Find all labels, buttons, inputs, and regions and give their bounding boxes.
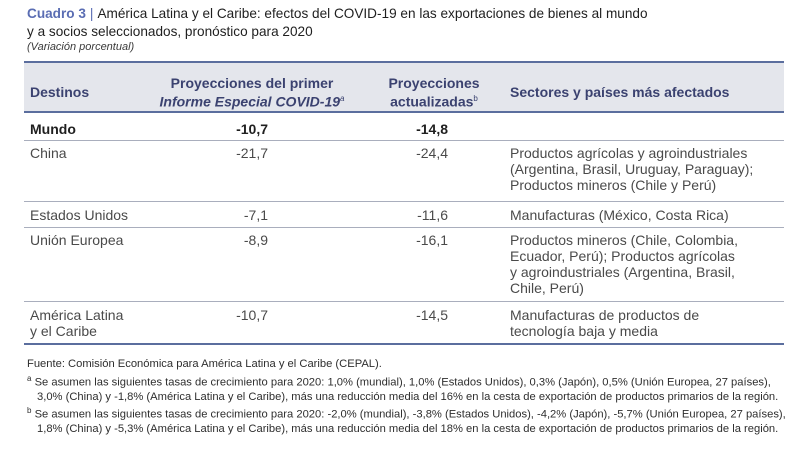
row-alc-sectores: Manufacturas de productos de tecnología … xyxy=(510,307,699,339)
header-proj1-line1: Proyecciones del primer xyxy=(170,75,334,91)
sector-line: tecnología baja y media xyxy=(510,323,658,339)
row-eeuu-destino: Estados Unidos xyxy=(30,207,129,223)
row-eeuu-proj2: -11,6 xyxy=(417,207,448,223)
table-header-rule xyxy=(24,111,784,113)
sector-line: Productos mineros (Chile y Perú) xyxy=(510,177,717,193)
footnote-a-line2: 3,0% (China) y -1,8% (América Latina y e… xyxy=(37,390,779,403)
sector-line: Productos mineros (Chile, Colombia, xyxy=(510,232,738,248)
header-proj2-line2: actualizadasb xyxy=(390,93,478,110)
table-top-rule xyxy=(24,61,784,63)
table-header: Destinos Proyecciones del primer Informe… xyxy=(24,63,784,111)
row-ue-proj1: -8,9 xyxy=(243,232,268,248)
header-proj2-footnote: b xyxy=(473,94,478,103)
footnote-a-mark: a xyxy=(27,374,32,383)
sector-line: y agroindustriales (Argentina, Brasil, xyxy=(510,264,735,280)
row-mundo-proj2: -14,8 xyxy=(416,121,448,137)
row-alc-destino: América Latina y el Caribe xyxy=(30,307,123,339)
sector-line: Chile, Perú) xyxy=(510,280,584,296)
destino-line: América Latina xyxy=(30,307,124,323)
title-line-1: Cuadro 3 | América Latina y el Caribe: efe… xyxy=(27,5,787,23)
header-proj1-line2: Informe Especial COVID-19a xyxy=(159,93,345,110)
footnote-b: b Se asumen las siguientes tasas de crec… xyxy=(27,404,786,436)
table-subtitle: (Variación porcentual) xyxy=(27,41,135,53)
row-mundo-proj1: -10,7 xyxy=(236,121,268,137)
header-proj2-line1: Proyecciones xyxy=(388,75,480,91)
row-divider xyxy=(24,140,784,141)
header-proj1-footnote: a xyxy=(340,94,345,103)
footnote-a: a Se asumen las siguientes tasas de crec… xyxy=(27,372,778,404)
table-number: Cuadro 3 xyxy=(27,6,86,21)
row-ue-proj2: -16,1 xyxy=(416,232,448,248)
row-mundo-destino: Mundo xyxy=(30,121,76,137)
source-note: Fuente: Comisión Económica para América … xyxy=(27,358,382,370)
sector-line: Manufacturas de productos de xyxy=(510,307,700,323)
row-alc-proj2: -14,5 xyxy=(416,307,448,323)
sector-line: Ecuador, Perú); Productos agrícolas xyxy=(510,248,735,264)
sector-line: (Argentina, Brasil, Uruguay, Paraguay); xyxy=(510,161,754,177)
row-alc-proj1: -10,7 xyxy=(236,307,268,323)
destino-line: y el Caribe xyxy=(30,323,97,339)
row-divider xyxy=(24,201,784,202)
row-china-destino: China xyxy=(30,145,67,161)
row-china-proj2: -24,4 xyxy=(416,145,448,161)
row-ue-sectores: Productos mineros (Chile, Colombia, Ecua… xyxy=(510,232,738,296)
header-sectores: Sectores y países más afectados xyxy=(510,84,730,100)
header-proyecciones-primer: Proyecciones del primer Informe Especial… xyxy=(152,75,352,110)
header-proyecciones-actualizadas: Proyecciones actualizadasb xyxy=(369,75,499,110)
footnote-a-line1: Se asumen las siguientes tasas de crecim… xyxy=(34,376,771,389)
table-bottom-rule xyxy=(24,343,784,345)
row-china-sectores: Productos agrícolas y agroindustriales (… xyxy=(510,145,753,193)
row-eeuu-proj1: -7,1 xyxy=(243,207,268,223)
header-destinos: Destinos xyxy=(30,84,90,100)
sector-line: Productos agrícolas y agroindustriales xyxy=(510,145,748,161)
row-china-proj1: -21,7 xyxy=(236,145,268,161)
row-ue-destino: Unión Europea xyxy=(30,232,124,248)
footnote-b-line1: Se asumen las siguientes tasas de crecim… xyxy=(34,408,786,421)
title-text-1: América Latina y el Caribe: efectos del … xyxy=(97,6,648,21)
title-separator: | xyxy=(89,6,94,21)
row-divider xyxy=(24,227,784,228)
row-eeuu-sectores: Manufacturas (México, Costa Rica) xyxy=(510,207,729,223)
table-title: Cuadro 3 | América Latina y el Caribe: efe… xyxy=(27,5,787,41)
title-text-2: y a socios seleccionados, pronóstico par… xyxy=(27,24,313,39)
footnote-b-line2: 1,8% (China) y -5,3% (América Latina y e… xyxy=(37,422,779,435)
row-divider xyxy=(24,301,784,302)
footnote-b-mark: b xyxy=(27,406,32,415)
